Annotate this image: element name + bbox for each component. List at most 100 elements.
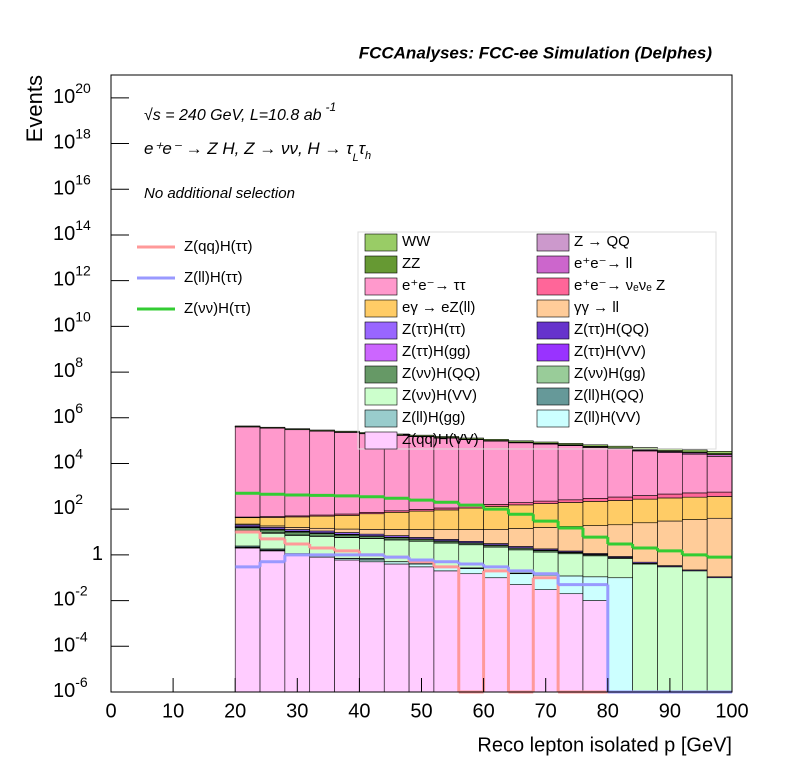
histogram-bar bbox=[682, 570, 708, 693]
tick-base: 10 bbox=[53, 269, 75, 291]
histogram-bar bbox=[334, 534, 360, 538]
histogram-bar bbox=[508, 573, 534, 585]
tick-base: 10 bbox=[53, 360, 75, 382]
histogram-bar bbox=[682, 453, 708, 494]
tick-exponent: 16 bbox=[75, 171, 91, 187]
tick-exponent: -2 bbox=[75, 582, 88, 598]
histogram-bar bbox=[259, 550, 286, 693]
tick-base: 10 bbox=[53, 497, 75, 519]
histogram-bar bbox=[632, 563, 658, 693]
y-tick-label: 1016 bbox=[53, 171, 91, 200]
histogram-bar bbox=[383, 561, 410, 565]
legend-swatch bbox=[364, 387, 398, 406]
histogram-bar bbox=[532, 500, 559, 504]
histogram-bar bbox=[607, 500, 633, 526]
tick-base: 10 bbox=[53, 406, 75, 428]
histogram-bar bbox=[234, 425, 261, 427]
histogram-bar bbox=[309, 430, 335, 516]
chart-title: FCCAnalyses: FCC-ee Simulation (Delphes) bbox=[359, 43, 713, 62]
histogram-bar bbox=[309, 429, 335, 432]
tick-base: 10 bbox=[53, 178, 75, 200]
histogram-bar bbox=[359, 529, 385, 535]
tick-exponent: 4 bbox=[75, 445, 83, 461]
histogram-bar bbox=[284, 527, 311, 530]
histogram-bar bbox=[284, 531, 311, 536]
tick-base: 10 bbox=[53, 86, 75, 108]
histogram-bar bbox=[532, 589, 559, 693]
tick-base: 10 bbox=[53, 452, 75, 474]
histogram-bar bbox=[557, 445, 584, 501]
legend-label: Z(ττ)H(gg) bbox=[402, 343, 471, 360]
histogram-bar bbox=[508, 440, 534, 443]
histogram-bar bbox=[483, 504, 509, 507]
histogram-bar bbox=[607, 496, 633, 501]
histogram-bar bbox=[706, 517, 733, 578]
legend-swatch bbox=[364, 233, 398, 252]
legend-swatch bbox=[364, 321, 398, 340]
histogram-bar bbox=[334, 515, 360, 530]
histogram-bar bbox=[259, 532, 286, 550]
y-tick-label: 1010 bbox=[53, 308, 91, 337]
histogram-bar bbox=[483, 577, 509, 693]
histogram-bar bbox=[582, 525, 609, 554]
histogram-bar bbox=[334, 430, 360, 433]
legend-label: Z(ll)H(ττ) bbox=[184, 269, 243, 286]
histogram-bar bbox=[582, 600, 609, 693]
legend-label: Z(ττ)H(ττ) bbox=[402, 321, 466, 338]
histogram-bar bbox=[508, 502, 534, 506]
histogram-bar bbox=[508, 584, 534, 693]
legend-label: Z(ll)H(QQ) bbox=[574, 387, 644, 404]
legend-label: Z(ll)H(VV) bbox=[574, 409, 641, 426]
histogram-bar bbox=[706, 496, 733, 519]
x-tick-label: 0 bbox=[105, 700, 116, 722]
histogram-bar bbox=[359, 536, 385, 539]
histogram-bar bbox=[607, 577, 633, 693]
histogram-bar bbox=[383, 512, 410, 530]
x-tick-label: 30 bbox=[286, 700, 308, 722]
histogram-bar bbox=[632, 498, 658, 524]
histogram-bar bbox=[458, 568, 484, 575]
histogram-bar bbox=[458, 439, 484, 507]
tick-exponent: -6 bbox=[75, 674, 88, 690]
legend-swatch bbox=[536, 299, 570, 318]
histogram-bar bbox=[433, 509, 460, 530]
tick-exponent: 14 bbox=[75, 217, 91, 233]
legend-swatch bbox=[364, 277, 398, 296]
histogram-bar bbox=[483, 439, 509, 441]
legend-label: Z(νν)H(ττ) bbox=[184, 300, 251, 317]
x-tick-label: 80 bbox=[597, 700, 619, 722]
histogram-bar bbox=[284, 516, 311, 528]
histogram-bar bbox=[657, 452, 683, 495]
histogram-bar bbox=[408, 563, 435, 568]
legend-swatch bbox=[536, 365, 570, 384]
histogram-bar bbox=[408, 529, 435, 538]
y-tick-label: 1 bbox=[92, 543, 103, 565]
y-tick-label: 1014 bbox=[53, 217, 91, 246]
histogram-bar bbox=[582, 447, 609, 499]
legend-swatch bbox=[536, 321, 570, 340]
histogram-bar bbox=[657, 497, 683, 522]
legend-swatch bbox=[536, 343, 570, 362]
tick-base: 10 bbox=[53, 223, 75, 245]
legend-label: Z → QQ bbox=[574, 233, 630, 250]
legend-swatch bbox=[364, 255, 398, 274]
plot-area bbox=[234, 425, 733, 694]
histogram-bar bbox=[508, 442, 534, 503]
histogram-bar bbox=[483, 529, 509, 544]
histogram-bar bbox=[334, 559, 360, 693]
histogram-bar bbox=[657, 493, 683, 499]
histogram-bar bbox=[582, 498, 609, 502]
legend-label: e⁺e⁻→ ττ bbox=[402, 277, 466, 294]
histogram-bar bbox=[557, 499, 584, 503]
histogram-bar bbox=[706, 456, 733, 493]
tick-exponent: 18 bbox=[75, 125, 91, 141]
legend-label: γγ → ll bbox=[574, 299, 619, 316]
selection-annotation: No additional selection bbox=[144, 185, 295, 202]
histogram-bar bbox=[532, 443, 559, 502]
tick-exponent: 2 bbox=[75, 491, 83, 507]
y-tick-label: 106 bbox=[53, 399, 83, 428]
histogram-bar bbox=[284, 429, 311, 517]
y-tick-label: 104 bbox=[53, 445, 83, 474]
y-tick-label: 102 bbox=[53, 491, 83, 520]
